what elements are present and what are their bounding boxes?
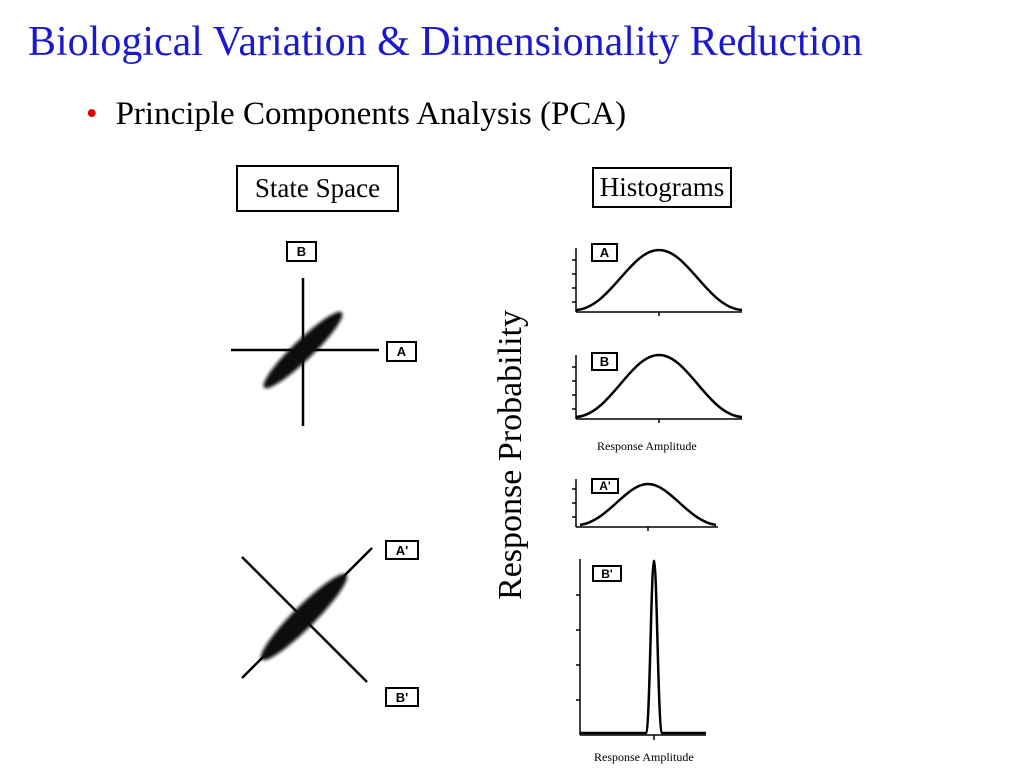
curve-b [575,353,743,419]
bullet-dot-icon: • [86,96,98,132]
state-space-plot-ab-prime [241,547,373,683]
response-probability-text: Response Probability [492,310,529,600]
histogram-b-prime [576,559,706,740]
histogram-b [572,353,743,423]
hist-tag-b: B [591,352,618,371]
axis-tag-b-prime: B' [385,687,419,707]
axis-tag-a: A [386,341,417,362]
response-probability-label: Response Probability [476,300,546,610]
x-axis-label-bottom: Response Amplitude [594,750,694,764]
x-axis-label-top: Response Amplitude [597,439,697,453]
histogram-a [572,248,743,316]
hist-tag-a: A [591,243,618,262]
state-space-title: State Space [236,165,399,212]
state-space-plot-ab [231,278,379,426]
histograms-title: Histograms [592,167,732,208]
data-cloud-rotated [260,573,348,661]
curve-b-prime [580,559,706,735]
data-cloud [263,311,343,389]
bullet-text: Principle Components Analysis (PCA) [115,96,627,132]
curve-a-prime [579,482,717,527]
bullet-item: • Principle Components Analysis (PCA) [86,96,626,133]
histogram-a-prime [572,479,718,531]
hist-tag-a-prime: A' [591,478,619,494]
axis-tag-a-prime: A' [385,540,419,560]
axis-tag-b: B [286,241,317,262]
slide-title: Biological Variation & Dimensionality Re… [28,19,863,65]
hist-tag-b-prime: B' [592,565,622,582]
curve-a [575,248,743,312]
